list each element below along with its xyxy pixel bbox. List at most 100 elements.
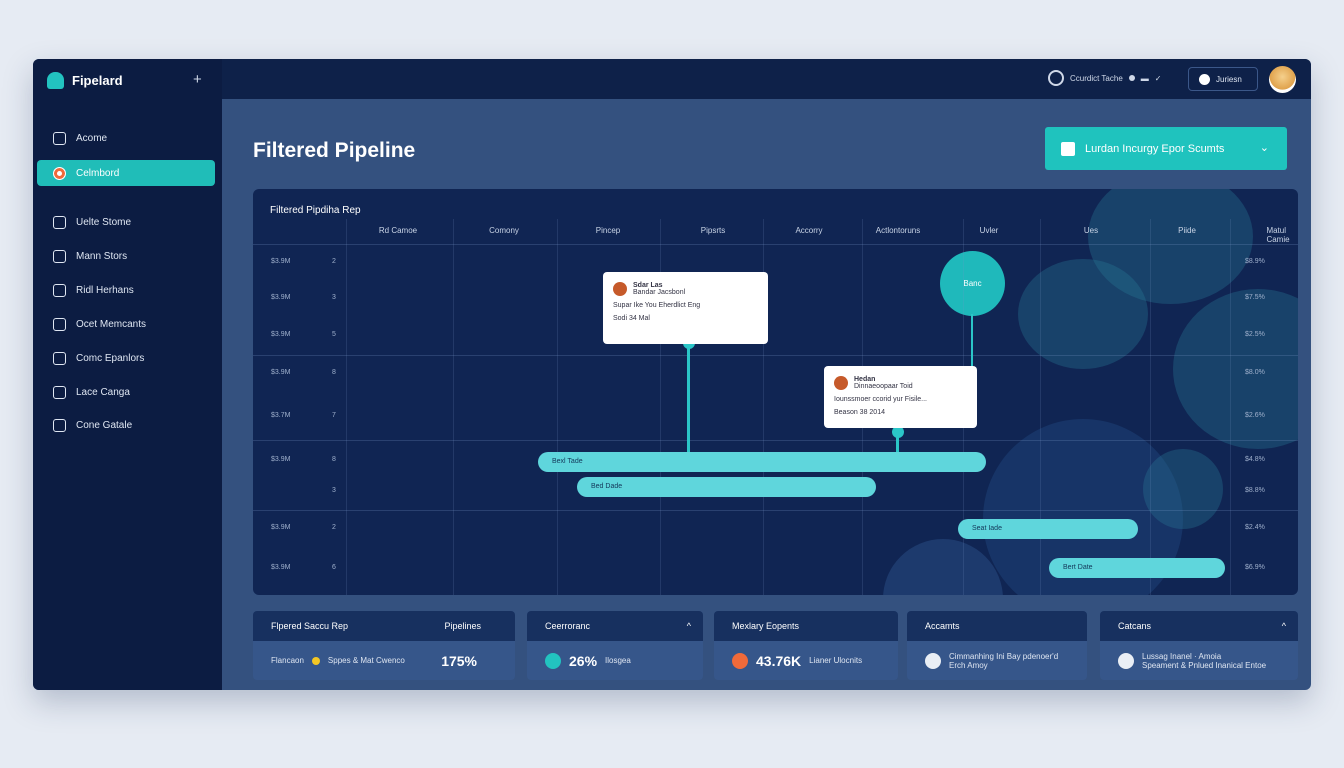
grid-line: [346, 219, 347, 595]
users-icon: [53, 351, 66, 365]
row-value: $3.9M: [271, 258, 291, 265]
bar-label: Bed Dade: [591, 483, 623, 490]
filter-icon: [1061, 141, 1075, 156]
sidebar-item-0[interactable]: Acome: [37, 125, 215, 151]
topbar-button-label: Juriesn: [1216, 74, 1242, 84]
sidebar-item-1[interactable]: Celmbord: [37, 160, 215, 186]
dashboard-icon: [53, 166, 66, 180]
row-percent: $4.8%: [1245, 456, 1265, 463]
notification-icon[interactable]: [1128, 75, 1135, 81]
sidebar-item-3[interactable]: Mann Stors: [37, 243, 215, 269]
chevron-up-icon[interactable]: ^: [686, 621, 691, 631]
filter-label: Lurdan Incurgy Epor Scumts: [1085, 142, 1225, 155]
row-count: 8: [332, 456, 336, 463]
bar-label: Seat Iade: [972, 525, 1002, 532]
timeline-bar[interactable]: Bed Dade: [577, 477, 876, 497]
kpi-caption: Ilosgea: [605, 656, 631, 665]
connector-line: [687, 339, 690, 454]
kpi-caption: Cimmanhing Ini Bay pdenoer'd: [949, 651, 1059, 661]
event-card[interactable]: Sdar Las Bandar Jacsbonl Supar Ike You Ehe…: [603, 272, 768, 344]
kpi-card[interactable]: Catcans ^ Lussag Inanel · Amoia Speament & …: [1100, 611, 1298, 680]
row-value: $3.7M: [271, 412, 291, 419]
column-header[interactable]: Matul Camie: [1266, 226, 1290, 244]
sidebar-item-7[interactable]: Lace Canga: [37, 379, 215, 405]
chevron-up-icon[interactable]: ^: [1281, 621, 1286, 631]
status-icon: [1048, 70, 1064, 86]
filter-dropdown[interactable]: Lurdan Incurgy Epor Scumts ⌄: [1045, 127, 1287, 170]
row-percent: $8.0%: [1245, 369, 1265, 376]
grid-line: [1150, 219, 1151, 595]
bar-label: Bert Date: [1063, 564, 1093, 571]
app-window: Fipelard + Acome Celmbord Uelte Stome Mann …: [33, 59, 1311, 690]
tag-icon: [53, 317, 66, 331]
column-header[interactable]: Comony: [489, 226, 519, 235]
card-subtitle: Bandar Jacsbonl: [633, 289, 686, 296]
grid-line: [253, 440, 1298, 441]
avatar: [925, 652, 941, 669]
target-icon: [53, 249, 66, 263]
chart-title: Filtered Pipdiha Rep: [270, 205, 361, 216]
kpi-value: 26%: [569, 652, 598, 669]
column-header[interactable]: Piide: [1178, 226, 1196, 235]
kpi-card[interactable]: Flpered Saccu Rep Pipelines Flancaon Sppes …: [253, 611, 515, 680]
marker-circle[interactable]: Banc: [940, 251, 1005, 316]
row-count: 7: [332, 412, 336, 419]
avatar[interactable]: [1269, 66, 1296, 93]
avatar: [834, 376, 848, 390]
column-header[interactable]: Uvler: [979, 226, 999, 235]
bar-label: Bexl Tade: [552, 458, 583, 465]
column-header[interactable]: Accorry: [795, 226, 823, 235]
row-value: $3.9M: [271, 331, 291, 338]
kpi-title: Catcans: [1118, 621, 1152, 631]
topbar-button[interactable]: Juriesn: [1188, 67, 1258, 91]
status-indicator[interactable]: Ccurdict Tache ▬ ✓: [1048, 70, 1161, 86]
card-date: Sodi 34 Mal: [613, 315, 650, 322]
avatar: [613, 282, 627, 296]
pipeline-chart: Filtered Pipdiha Rep Banc Rd Camoe Comony…: [253, 189, 1298, 595]
kpi-caption: Lianer Ulocnits: [809, 656, 863, 665]
row-count: 2: [332, 524, 336, 531]
column-header[interactable]: Ues: [1083, 226, 1099, 235]
sidebar-item-5[interactable]: Ocet Memcants: [37, 311, 215, 337]
sidebar-item-2[interactable]: Uelte Stome: [37, 209, 215, 235]
grid-line: [763, 219, 764, 595]
kpi-card[interactable]: Mexlary Eopents 43.76K Lianer Ulocnits: [714, 611, 898, 680]
grid-line: [660, 219, 661, 595]
calendar-icon: [53, 418, 66, 432]
timeline-bar[interactable]: Seat Iade: [958, 519, 1138, 539]
sidebar-item-label: Acome: [76, 132, 108, 144]
card-text: Supar Ike You Eherdlict Eng: [613, 302, 701, 309]
topbar: Ccurdict Tache ▬ ✓ Juriesn: [222, 59, 1311, 99]
connector-line: [971, 314, 973, 366]
sidebar-item-label: Cone Gatale: [76, 419, 133, 431]
mail-icon[interactable]: ▬: [1140, 73, 1149, 83]
lock-icon: [53, 283, 66, 297]
inbox-icon: [53, 215, 66, 229]
row-value: $3.9M: [271, 524, 291, 531]
add-icon[interactable]: +: [193, 71, 202, 88]
column-header[interactable]: Rd Camoe: [378, 226, 418, 235]
column-header[interactable]: Pincep: [595, 226, 621, 235]
sidebar-item-8[interactable]: Cone Gatale: [37, 412, 215, 438]
kpi-card[interactable]: Accamts Cimmanhing Ini Bay pdenoer'd Erch …: [907, 611, 1087, 680]
timeline-bar[interactable]: Bert Date: [1049, 558, 1225, 578]
column-header[interactable]: Actlontoruns: [875, 226, 921, 235]
card-date: Beason 38 2014: [834, 409, 885, 416]
row-count: 3: [332, 487, 336, 494]
chevron-down-icon[interactable]: ✓: [1154, 73, 1162, 83]
column-header[interactable]: Pipsrts: [700, 226, 726, 235]
kpi-card[interactable]: Ceerroranc ^ 26% Ilosgea: [527, 611, 703, 680]
sidebar-item-6[interactable]: Comc Epanlors: [37, 345, 215, 371]
timeline-bar[interactable]: Bexl Tade: [538, 452, 986, 472]
kpi-icon: [545, 652, 561, 669]
kpi-caption: Flancaon: [271, 656, 304, 665]
row-percent: $7.5%: [1245, 294, 1265, 301]
logo-icon: [47, 72, 64, 89]
kpi-value: 43.76K: [756, 652, 802, 669]
sidebar-item-4[interactable]: Ridl Herhans: [37, 277, 215, 303]
event-card[interactable]: Hedan Dinnaeoopaar Toid Iounssmoer ccorid …: [824, 366, 977, 428]
row-count: 2: [332, 258, 336, 265]
grid-line: [557, 219, 558, 595]
card-name: Hedan: [854, 376, 876, 383]
sidebar-item-label: Mann Stors: [76, 250, 128, 262]
